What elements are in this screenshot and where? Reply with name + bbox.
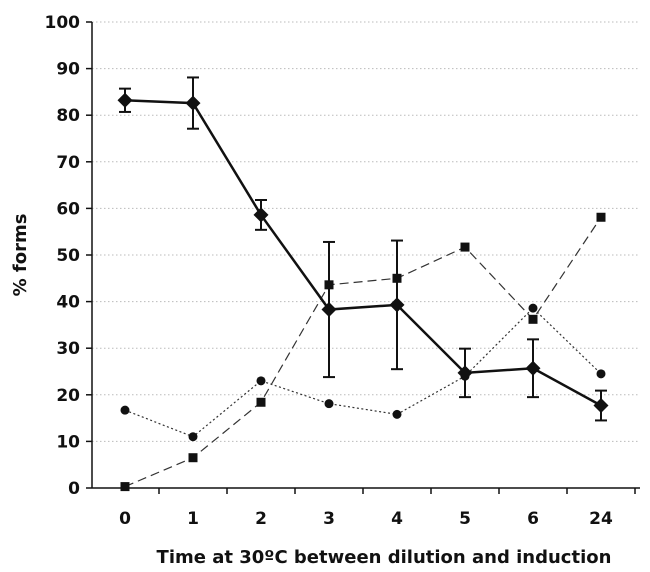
series-line-diamond [124, 99, 602, 407]
data-point-diamond [593, 398, 609, 414]
y-tick-label: 10 [56, 432, 80, 452]
y-tick-label: 20 [56, 386, 80, 406]
y-axis-ticks: 0 10 20 30 40 50 60 70 80 90 100 [45, 13, 92, 499]
series-group [117, 76, 609, 492]
y-tick-label: 0 [68, 479, 80, 499]
data-point-diamond [253, 207, 269, 223]
x-tick-label: 3 [323, 509, 335, 529]
data-point-diamond [321, 302, 337, 318]
data-point-diamond [117, 92, 133, 108]
y-tick-label: 90 [56, 60, 80, 80]
y-tick-label: 70 [56, 153, 80, 173]
y-tick-label: 100 [45, 13, 81, 33]
x-tick-label: 1 [187, 509, 199, 529]
data-point-circle [596, 369, 606, 379]
y-tick-label: 50 [56, 246, 80, 266]
data-point-circle [188, 432, 198, 442]
y-tick-label: 40 [56, 293, 80, 313]
data-point-circle [256, 376, 266, 386]
x-tick-label: 4 [391, 509, 403, 529]
x-tick-label: 6 [527, 509, 539, 529]
data-point-circle [392, 409, 402, 419]
data-point-diamond [457, 365, 473, 381]
series-line-square [124, 216, 602, 488]
x-tick-label: 2 [255, 509, 267, 529]
data-point-square [596, 212, 606, 222]
data-point-square [528, 314, 538, 324]
data-point-square [120, 482, 130, 492]
gridlines [92, 21, 640, 442]
data-point-square [256, 397, 266, 407]
data-point-circle [120, 405, 130, 415]
x-axis-ticks: 0 1 2 3 4 5 6 24 [119, 488, 636, 529]
data-point-square [188, 453, 198, 463]
y-tick-label: 60 [56, 199, 80, 219]
series-line-circle [124, 307, 602, 438]
data-point-circle [324, 399, 334, 409]
data-point-diamond [525, 360, 541, 376]
data-point-diamond [185, 95, 201, 111]
data-point-diamond [389, 297, 405, 313]
y-tick-label: 80 [56, 106, 80, 126]
data-point-square [460, 242, 470, 252]
y-tick-label: 30 [56, 339, 80, 359]
x-tick-label: 5 [459, 509, 471, 529]
data-point-circle [528, 303, 538, 313]
x-axis-title: Time at 30ºC between dilution and induct… [157, 547, 612, 568]
x-tick-label: 0 [119, 509, 131, 529]
x-tick-label: 24 [589, 509, 613, 529]
axes [91, 22, 640, 489]
y-axis-title: % forms [10, 214, 31, 297]
